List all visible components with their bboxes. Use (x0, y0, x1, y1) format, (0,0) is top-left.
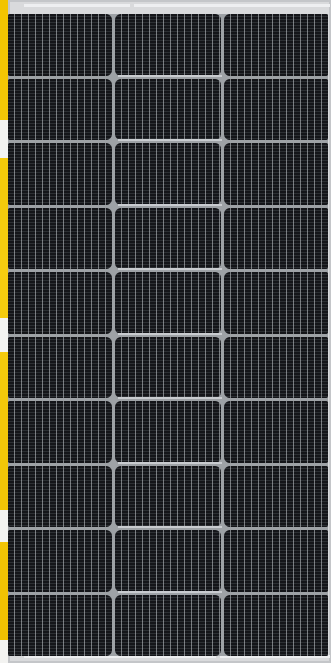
solar-cell (224, 465, 328, 527)
solar-cell (115, 207, 221, 269)
solar-cell (115, 530, 221, 592)
background-gap (0, 318, 8, 352)
solar-cell (115, 594, 221, 656)
cell-busbar (118, 268, 222, 270)
solar-cell (8, 78, 112, 140)
background-gap (0, 640, 8, 663)
solar-cell-grid (8, 14, 328, 656)
cell-busbar (118, 397, 222, 399)
cell-busbar (118, 590, 222, 593)
solar-cell (8, 143, 112, 205)
solar-cell (8, 336, 112, 398)
cell-busbar (118, 461, 222, 464)
solar-cell (224, 530, 328, 592)
solar-cell (8, 530, 112, 592)
solar-cell (115, 401, 221, 463)
solar-cell (224, 207, 328, 269)
solar-cell (115, 78, 221, 140)
frame-bottom-bar-left (24, 655, 216, 658)
solar-cell (115, 14, 221, 76)
solar-cell (224, 336, 328, 398)
frame-top-bar-left (24, 4, 130, 7)
solar-cell (8, 14, 112, 76)
cell-busbar (118, 332, 222, 335)
solar-cell (115, 272, 221, 334)
background-gap (0, 510, 8, 542)
solar-cell (224, 594, 328, 656)
solar-cell (224, 272, 328, 334)
solar-cell (8, 207, 112, 269)
solar-cell (224, 143, 328, 205)
solar-cell (115, 465, 221, 527)
solar-cell (115, 336, 221, 398)
cell-busbar (118, 526, 222, 528)
cell-busbar (118, 74, 222, 77)
background-gap (0, 120, 8, 158)
solar-cell (224, 14, 328, 76)
solar-cell (8, 594, 112, 656)
solar-cell (8, 401, 112, 463)
frame-top-bar-right (134, 4, 330, 7)
cell-busbar (118, 203, 222, 206)
solar-cell (224, 401, 328, 463)
solar-cell (8, 465, 112, 527)
cell-busbar (118, 139, 222, 141)
solar-cell (115, 143, 221, 205)
solar-cell (8, 272, 112, 334)
frame-bottom-bar-right (220, 655, 330, 658)
solar-cell (224, 78, 328, 140)
